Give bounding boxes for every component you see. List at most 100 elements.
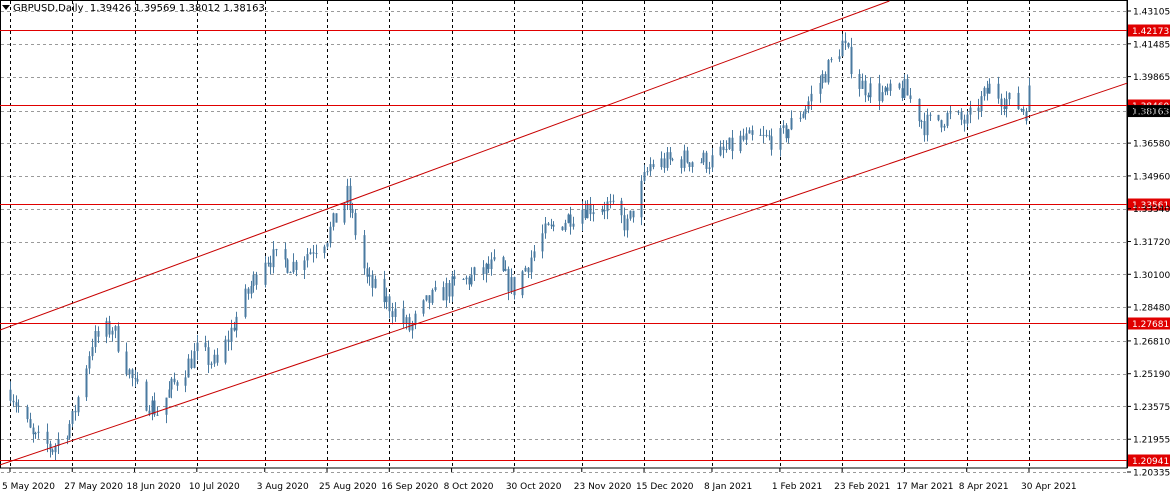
horizontal-levels[interactable]: 1.421731.384601.335611.276811.209411.381…	[0, 24, 1170, 468]
candle-body	[524, 267, 527, 272]
candle-body	[465, 277, 468, 280]
candle-body	[108, 321, 111, 335]
candle-body	[731, 137, 734, 152]
candle-body	[32, 427, 35, 435]
candle-body	[210, 363, 213, 365]
candle-body	[966, 114, 969, 124]
candle-body	[759, 134, 762, 136]
candle-body	[196, 342, 199, 352]
level-price-label: 1.33561	[1132, 201, 1169, 211]
candle-body	[453, 276, 456, 280]
candle-body	[286, 259, 289, 273]
candle-body	[810, 93, 813, 102]
candle-body	[128, 369, 131, 375]
candle-body	[745, 133, 748, 140]
candle-body	[640, 180, 643, 218]
grid-lines	[0, 0, 1128, 473]
candle-body	[136, 379, 139, 382]
time-tick-label: 15 Dec 2020	[636, 482, 694, 492]
candle-body	[46, 431, 49, 444]
candle-body	[252, 274, 255, 286]
price-tick-label: 1.41485	[1133, 40, 1170, 50]
candle-body	[151, 400, 154, 414]
candle-body	[858, 74, 861, 89]
candle-body	[306, 254, 309, 261]
level-price-tag	[1128, 454, 1170, 467]
candle-body	[470, 274, 473, 285]
candle-body	[762, 134, 765, 136]
candle-body	[742, 135, 745, 140]
candle-body	[768, 135, 771, 137]
candle-body	[176, 382, 179, 386]
candle-body	[502, 257, 505, 271]
price-tick-label: 1.21955	[1133, 436, 1170, 446]
time-tick-label: 25 Aug 2020	[319, 482, 377, 492]
trend-channel[interactable]	[0, 0, 1128, 466]
candle-body	[145, 381, 148, 411]
candle-body	[765, 134, 768, 136]
candle-body	[821, 73, 824, 83]
candle-body	[601, 209, 604, 213]
candle-body	[34, 432, 37, 435]
candle-body	[207, 347, 210, 365]
candle-body	[683, 150, 686, 168]
price-tick-label: 1.34960	[1133, 172, 1170, 182]
candle-body	[906, 79, 909, 96]
candle-body	[646, 171, 649, 173]
candle-body	[669, 152, 672, 160]
candle-body	[827, 60, 830, 83]
candle-body	[937, 114, 940, 121]
candle-body	[303, 260, 306, 270]
time-tick-label: 17 Mar 2021	[896, 482, 953, 492]
candle-body	[267, 262, 270, 264]
level-price-label: 1.20941	[1132, 457, 1169, 467]
candle-body	[468, 277, 471, 285]
candle-body	[1028, 85, 1031, 112]
candle-body	[269, 262, 272, 268]
candle-body	[929, 114, 932, 116]
candle-body	[309, 252, 312, 255]
price-tick-label: 1.31720	[1133, 238, 1170, 248]
candle-body	[751, 130, 754, 135]
candle-body	[802, 113, 805, 118]
level-price-tag	[1128, 24, 1170, 37]
candle-body	[722, 146, 725, 151]
candle-body	[66, 437, 69, 440]
candle-body	[49, 443, 52, 450]
candle-body	[980, 96, 983, 112]
candle-body	[847, 43, 850, 47]
candle-body	[284, 249, 287, 260]
candle-body	[686, 150, 689, 163]
candle-body	[148, 410, 151, 414]
candle-body	[371, 274, 374, 288]
candle-body	[402, 308, 405, 324]
candle-body	[649, 164, 652, 172]
candle-body	[830, 59, 833, 61]
candle-body	[884, 87, 887, 93]
candle-body	[878, 83, 881, 102]
time-tick-label: 3 Aug 2020	[257, 482, 309, 492]
price-tick-label: 1.36580	[1133, 140, 1170, 150]
candle-body	[170, 378, 173, 390]
current-price-tag	[1128, 105, 1170, 118]
candle-body	[748, 130, 751, 134]
candle-body	[1022, 109, 1025, 112]
candle-body	[561, 226, 564, 231]
candle-body	[739, 135, 742, 152]
price-tick-label: 1.26810	[1133, 337, 1170, 347]
time-tick-label: 8 Jan 2021	[704, 482, 752, 492]
candle-body	[977, 107, 980, 112]
candle-body	[473, 267, 476, 275]
candle-body	[572, 223, 575, 227]
candle-body	[193, 351, 196, 369]
candle-body	[671, 159, 674, 161]
candle-body	[434, 287, 437, 290]
candle-body	[920, 120, 923, 122]
level-price-tag	[1128, 317, 1170, 330]
candle-body	[326, 243, 329, 247]
dropdown-triangle-icon[interactable]	[2, 5, 10, 10]
candle-body	[422, 300, 425, 314]
candle-body	[787, 129, 790, 139]
candle-body	[909, 95, 912, 99]
